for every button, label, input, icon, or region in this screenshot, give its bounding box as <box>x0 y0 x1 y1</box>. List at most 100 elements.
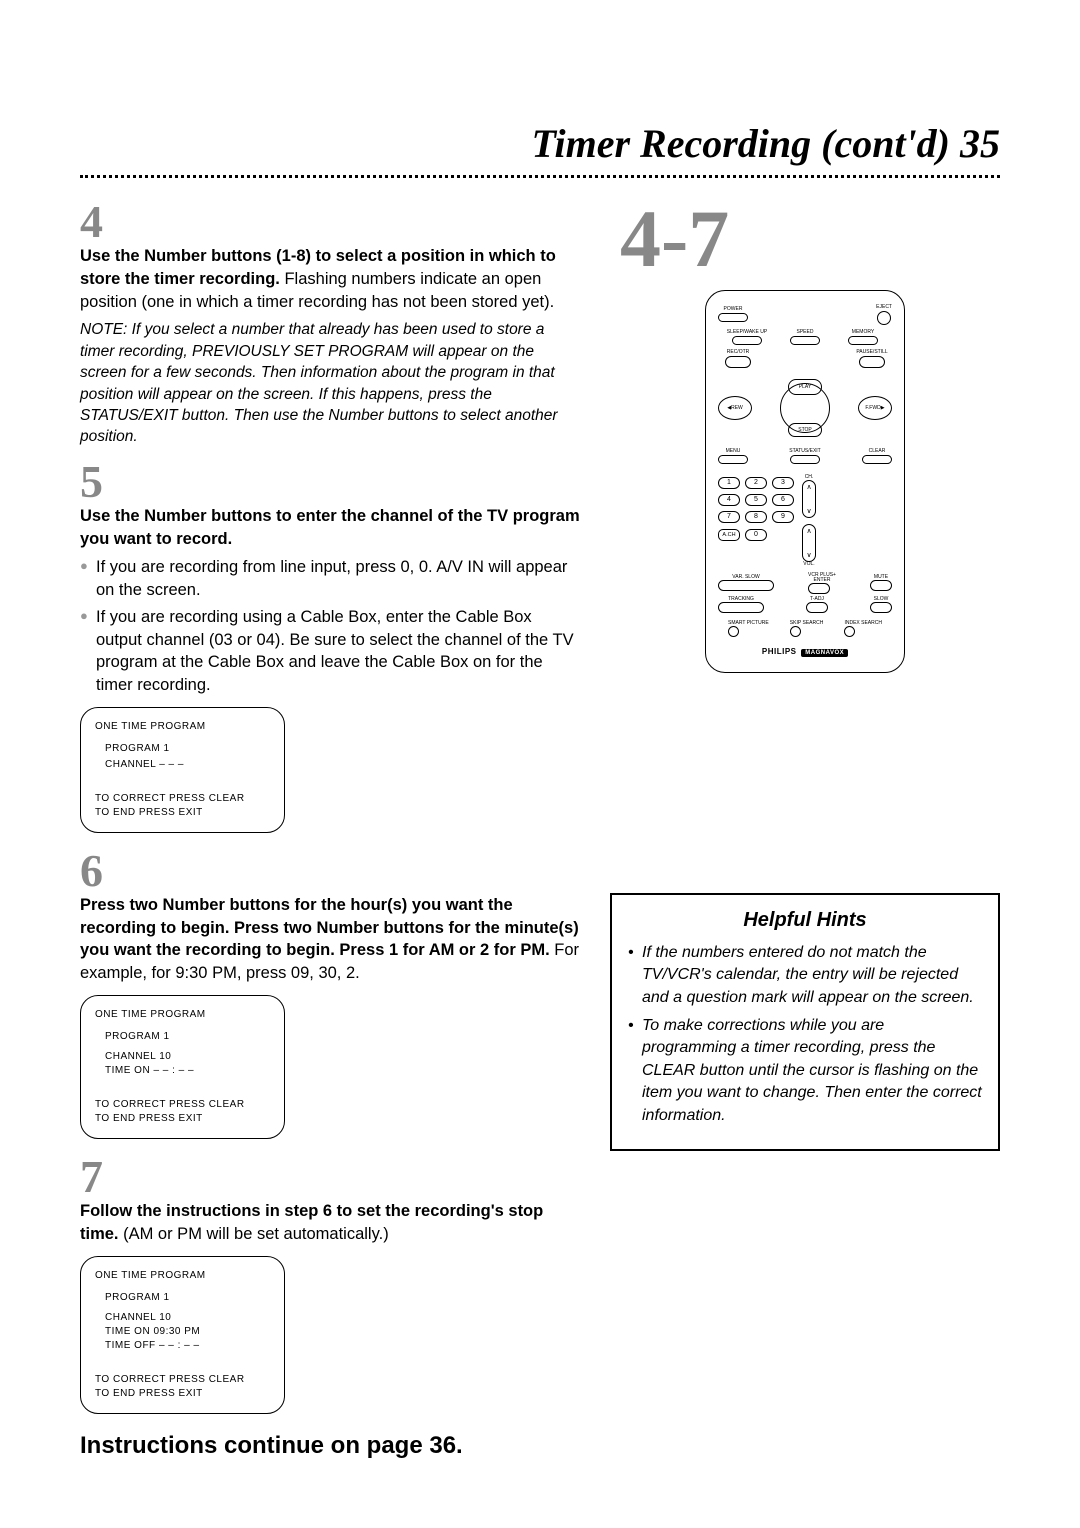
big-step-ref: 4-7 <box>620 202 1000 276</box>
recotr-button <box>725 356 751 368</box>
transport-cluster: PLAY STOP ◀ REW F.FWD ▶ <box>718 373 892 443</box>
play-button: PLAY <box>788 379 822 395</box>
step-5: 5 Use the Number buttons to enter the ch… <box>80 462 580 833</box>
num-5: 5 <box>745 494 767 506</box>
osd-channel: CHANNEL – – – <box>95 758 270 772</box>
skip-label: SKIP SEARCH <box>790 621 824 626</box>
step-6: 6 Press two Number buttons for the hour(… <box>80 851 580 1139</box>
num-8: 8 <box>745 511 767 523</box>
rew-button: ◀ REW <box>718 396 752 420</box>
tadj-label: T-ADJ <box>806 597 828 602</box>
hints-list: If the numbers entered do not match the … <box>628 942 982 1127</box>
pause-label: PAUSE/STILL <box>852 350 892 355</box>
ch-label: CH. <box>802 475 816 480</box>
menu-label: MENU <box>718 449 748 454</box>
step-7: 7 Follow the instructions in step 6 to s… <box>80 1157 580 1414</box>
num-0: 0 <box>745 529 767 541</box>
osd-screen-7: ONE TIME PROGRAM PROGRAM 1 CHANNEL 10 TI… <box>80 1256 285 1414</box>
clear-button <box>862 455 892 464</box>
brand-philips: PHILIPS <box>762 647 797 656</box>
num-7: 7 <box>718 511 740 523</box>
step-4: 4 Use the Number buttons (1-8) to select… <box>80 202 580 448</box>
smart-button <box>728 626 739 637</box>
vol-label: VOL. <box>802 562 816 567</box>
num-4: 4 <box>718 494 740 506</box>
tadj-button <box>806 602 828 613</box>
dotted-rule <box>80 175 1000 178</box>
memory-label: MEMORY <box>834 330 892 335</box>
step-bullets: If you are recording from line input, pr… <box>80 556 580 697</box>
tracking-slider <box>718 602 764 613</box>
num-3: 3 <box>772 477 794 489</box>
slow-label: SLOW <box>870 597 892 602</box>
osd-program: PROGRAM 1 <box>95 1291 270 1305</box>
osd-program: PROGRAM 1 <box>95 1030 270 1044</box>
content-columns: 4 Use the Number buttons (1-8) to select… <box>80 202 1000 1460</box>
vcrplus-button <box>808 583 830 594</box>
step-bold: Use the Number buttons to enter the chan… <box>80 507 580 548</box>
index-button <box>844 626 855 637</box>
osd-screen-5: ONE TIME PROGRAM PROGRAM 1 CHANNEL – – –… <box>80 707 285 833</box>
osd-title: ONE TIME PROGRAM <box>95 720 270 734</box>
ffwd-button: F.FWD ▶ <box>858 396 892 420</box>
eject-button <box>877 311 891 325</box>
osd-timeon: TIME ON – – : – – <box>95 1064 270 1078</box>
slow-button <box>870 602 892 613</box>
osd-footer2: TO END PRESS EXIT <box>95 1387 270 1401</box>
step-number: 5 <box>80 462 580 501</box>
page-title: Timer Recording (cont'd) 35 <box>80 120 1000 167</box>
step-text: Use the Number buttons (1-8) to select a… <box>80 245 580 313</box>
ach-button: A.CH <box>718 529 740 541</box>
speed-label: SPEED <box>776 330 834 335</box>
bullet-item: If you are recording from line input, pr… <box>80 556 580 602</box>
osd-footer1: TO CORRECT PRESS CLEAR <box>95 1098 270 1112</box>
pause-button <box>859 356 885 368</box>
osd-footer1: TO CORRECT PRESS CLEAR <box>95 1373 270 1387</box>
osd-footer1: TO CORRECT PRESS CLEAR <box>95 792 270 806</box>
continue-text: Instructions continue on page 36. <box>80 1432 580 1460</box>
step-bold: Press two Number buttons for the hour(s)… <box>80 896 579 960</box>
osd-channel: CHANNEL 10 <box>95 1311 270 1325</box>
num-1: 1 <box>718 477 740 489</box>
speed-button <box>790 336 820 345</box>
osd-timeon: TIME ON 09:30 PM <box>95 1325 270 1339</box>
osd-channel: CHANNEL 10 <box>95 1050 270 1064</box>
num-9: 9 <box>772 511 794 523</box>
osd-footer2: TO END PRESS EXIT <box>95 1112 270 1126</box>
sleep-label: SLEEP/WAKE UP <box>718 330 776 335</box>
left-column: 4 Use the Number buttons (1-8) to select… <box>80 202 580 1460</box>
remote-diagram: POWER EJECT SLEEP/WAKE UP SPEED MEMORY R… <box>705 290 905 673</box>
step-rest: (AM or PM will be set automatically.) <box>119 1225 389 1243</box>
smart-label: SMART PICTURE <box>728 621 769 626</box>
bullet-item: If you are recording using a Cable Box, … <box>80 606 580 697</box>
clear-label: CLEAR <box>862 449 892 454</box>
helpful-hints-box: Helpful Hints If the numbers entered do … <box>610 893 1000 1151</box>
osd-title: ONE TIME PROGRAM <box>95 1269 270 1283</box>
eject-label: EJECT <box>876 305 892 310</box>
num-2: 2 <box>745 477 767 489</box>
step-number: 6 <box>80 851 580 890</box>
menu-button <box>718 455 748 464</box>
step-number: 7 <box>80 1157 580 1196</box>
step-text: Press two Number buttons for the hour(s)… <box>80 894 580 985</box>
sleep-button <box>732 336 762 345</box>
step-text: Follow the instructions in step 6 to set… <box>80 1200 580 1246</box>
memory-button <box>848 336 878 345</box>
ch-rocker: ∧∨ <box>802 480 816 518</box>
hint-item: To make corrections while you are progra… <box>628 1015 982 1127</box>
mute-button <box>870 580 892 591</box>
step-note: NOTE: If you select a number that alread… <box>80 319 580 447</box>
osd-program: PROGRAM 1 <box>95 742 270 756</box>
status-button <box>790 455 820 464</box>
osd-title: ONE TIME PROGRAM <box>95 1008 270 1022</box>
step-text: Use the Number buttons to enter the chan… <box>80 505 580 551</box>
osd-screen-6: ONE TIME PROGRAM PROGRAM 1 CHANNEL 10 TI… <box>80 995 285 1139</box>
power-label: POWER <box>718 307 748 312</box>
index-label: INDEX SEARCH <box>844 621 882 626</box>
right-column: 4-7 POWER EJECT SLEEP/WAKE UP SPEED MEMO… <box>610 202 1000 1460</box>
step-number: 4 <box>80 202 580 241</box>
stop-button: STOP <box>788 423 822 437</box>
hint-item: If the numbers entered do not match the … <box>628 942 982 1009</box>
skip-button <box>790 626 801 637</box>
hints-title: Helpful Hints <box>628 909 982 932</box>
